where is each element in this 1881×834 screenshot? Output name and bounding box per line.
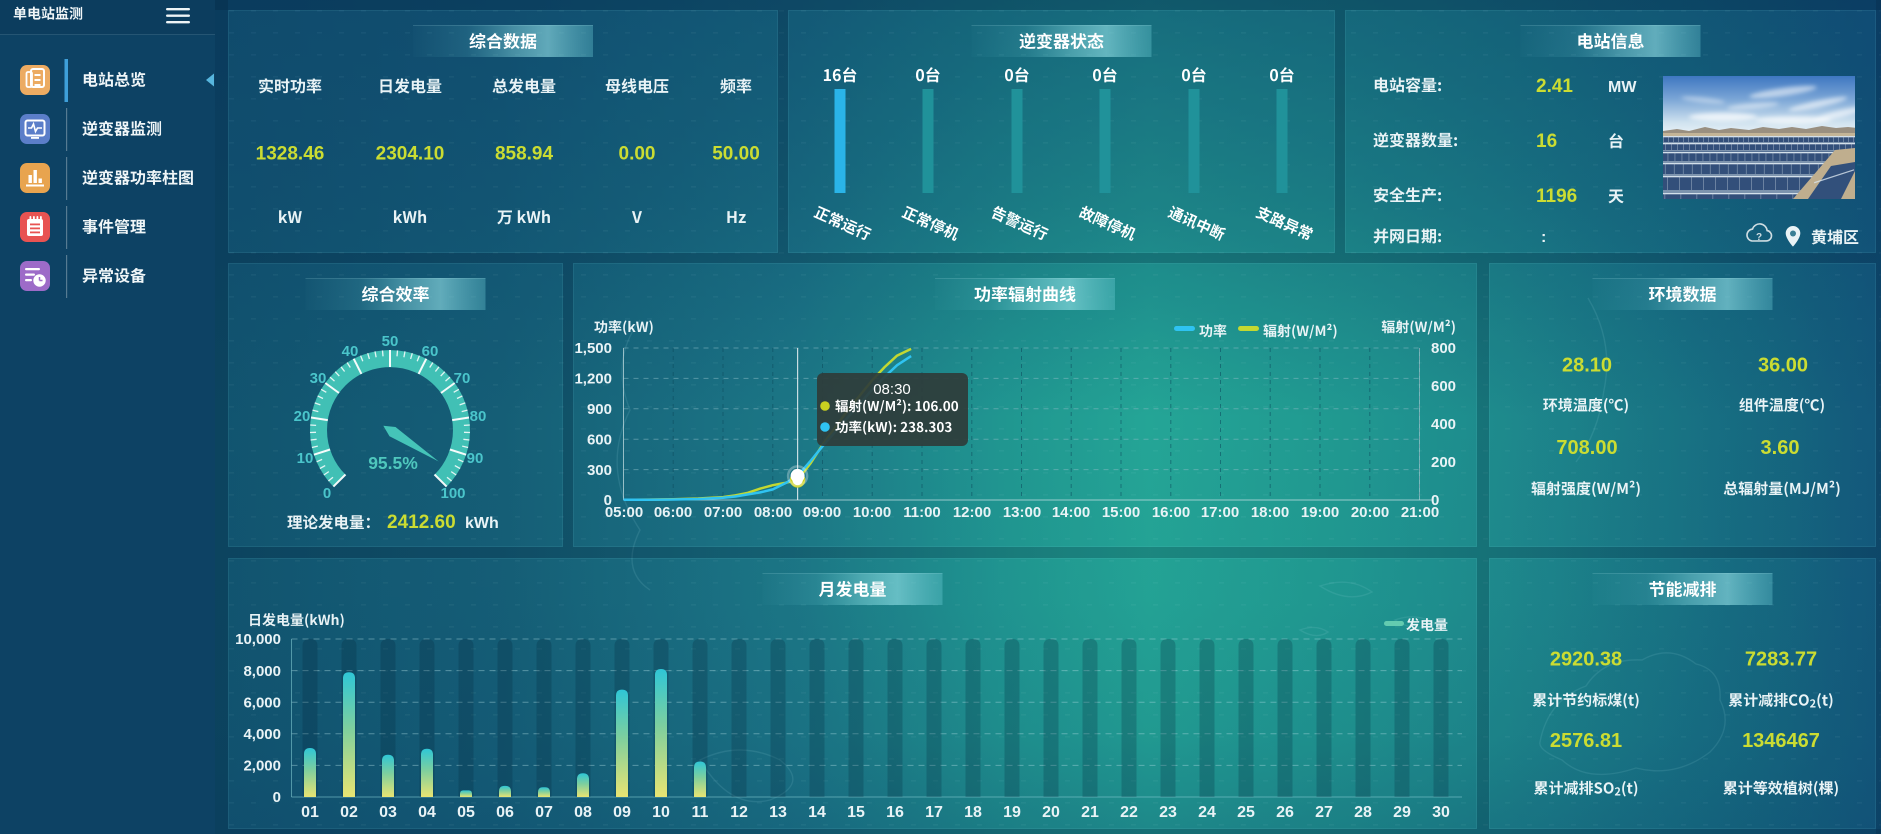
svg-text:22: 22 xyxy=(1120,804,1138,821)
svg-text:95.5%: 95.5% xyxy=(368,453,418,473)
svg-text:80: 80 xyxy=(470,408,487,425)
svg-text:10: 10 xyxy=(652,804,670,821)
svg-text:1,500: 1,500 xyxy=(574,340,612,357)
svg-text:30: 30 xyxy=(1432,804,1450,821)
svg-text::: : xyxy=(1541,229,1546,246)
svg-text:10,000: 10,000 xyxy=(235,631,281,648)
svg-text:16:00: 16:00 xyxy=(1152,504,1190,521)
svg-text:21:00: 21:00 xyxy=(1401,504,1439,521)
svg-text:17:00: 17:00 xyxy=(1201,504,1239,521)
svg-text:36.00: 36.00 xyxy=(1758,355,1808,377)
svg-text:09:00: 09:00 xyxy=(803,504,841,521)
svg-text:kWh: kWh xyxy=(465,515,499,532)
svg-text:15: 15 xyxy=(847,804,865,821)
svg-text:708.00: 708.00 xyxy=(1556,437,1617,459)
svg-text:100: 100 xyxy=(440,485,465,502)
svg-text:50.00: 50.00 xyxy=(712,144,760,165)
svg-text:04: 04 xyxy=(418,804,436,821)
svg-text:800: 800 xyxy=(1431,340,1456,357)
svg-text:07: 07 xyxy=(535,804,553,821)
svg-text:2,000: 2,000 xyxy=(243,758,281,775)
svg-text:09: 09 xyxy=(613,804,631,821)
svg-text:28.10: 28.10 xyxy=(1562,355,1612,377)
svg-text:0.00: 0.00 xyxy=(619,144,656,165)
svg-text:2920.38: 2920.38 xyxy=(1550,649,1622,671)
svg-text:2.41: 2.41 xyxy=(1536,76,1573,97)
svg-text:21: 21 xyxy=(1081,804,1099,821)
svg-text:16: 16 xyxy=(1536,131,1557,152)
svg-text:07:00: 07:00 xyxy=(704,504,742,521)
svg-text:1196: 1196 xyxy=(1536,186,1577,207)
svg-text:13:00: 13:00 xyxy=(1003,504,1041,521)
svg-text:11:00: 11:00 xyxy=(903,504,941,521)
svg-text:08:00: 08:00 xyxy=(754,504,792,521)
svg-text:0: 0 xyxy=(273,789,281,806)
svg-text:400: 400 xyxy=(1431,416,1456,433)
svg-text:15:00: 15:00 xyxy=(1102,504,1140,521)
svg-text:12: 12 xyxy=(730,804,748,821)
svg-text:0: 0 xyxy=(604,492,612,509)
svg-text:12:00: 12:00 xyxy=(953,504,991,521)
svg-text:1346467: 1346467 xyxy=(1742,730,1820,752)
svg-text:01: 01 xyxy=(301,804,319,821)
svg-text:08: 08 xyxy=(574,804,592,821)
svg-text:200: 200 xyxy=(1431,454,1456,471)
svg-text:2304.10: 2304.10 xyxy=(376,144,445,165)
svg-text:0: 0 xyxy=(323,485,331,502)
svg-text:10: 10 xyxy=(297,450,314,467)
svg-text:16: 16 xyxy=(886,804,904,821)
svg-text:?: ? xyxy=(1756,232,1762,243)
svg-text:06: 06 xyxy=(496,804,514,821)
svg-text:26: 26 xyxy=(1276,804,1294,821)
svg-text:14:00: 14:00 xyxy=(1052,504,1090,521)
svg-text:1328.46: 1328.46 xyxy=(256,144,325,165)
svg-text:29: 29 xyxy=(1393,804,1411,821)
svg-text:20:00: 20:00 xyxy=(1351,504,1389,521)
svg-text:600: 600 xyxy=(587,431,612,448)
svg-text:11: 11 xyxy=(692,804,709,821)
svg-text:18:00: 18:00 xyxy=(1251,504,1289,521)
svg-text:20: 20 xyxy=(1042,804,1060,821)
svg-text:18: 18 xyxy=(964,804,982,821)
svg-text:27: 27 xyxy=(1315,804,1333,821)
svg-text:3.60: 3.60 xyxy=(1761,437,1800,459)
svg-text:02: 02 xyxy=(340,804,358,821)
svg-text:300: 300 xyxy=(587,462,612,479)
svg-text:600: 600 xyxy=(1431,378,1456,395)
svg-text:8,000: 8,000 xyxy=(243,663,281,680)
svg-text:19: 19 xyxy=(1003,804,1021,821)
svg-text:14: 14 xyxy=(808,804,826,821)
svg-text:05:00: 05:00 xyxy=(605,504,643,521)
svg-text:7283.77: 7283.77 xyxy=(1745,649,1817,671)
svg-text:1,200: 1,200 xyxy=(574,371,612,388)
svg-text:30: 30 xyxy=(310,370,327,387)
svg-text:17: 17 xyxy=(925,804,943,821)
svg-text:6,000: 6,000 xyxy=(243,694,281,711)
svg-text:24: 24 xyxy=(1198,804,1216,821)
svg-text:2412.60: 2412.60 xyxy=(387,512,456,533)
svg-text:13: 13 xyxy=(769,804,787,821)
svg-text:20: 20 xyxy=(294,408,311,425)
svg-text:90: 90 xyxy=(467,450,484,467)
svg-text:70: 70 xyxy=(454,370,471,387)
svg-text:10:00: 10:00 xyxy=(853,504,891,521)
svg-text:40: 40 xyxy=(342,343,359,360)
svg-text:900: 900 xyxy=(587,401,612,418)
svg-text:25: 25 xyxy=(1237,804,1255,821)
svg-text:28: 28 xyxy=(1354,804,1372,821)
svg-text:4,000: 4,000 xyxy=(243,726,281,743)
svg-text:03: 03 xyxy=(379,804,397,821)
svg-text:23: 23 xyxy=(1159,804,1177,821)
svg-text:05: 05 xyxy=(457,804,475,821)
svg-text:19:00: 19:00 xyxy=(1301,504,1339,521)
svg-text:08:30: 08:30 xyxy=(873,381,911,398)
svg-text:2576.81: 2576.81 xyxy=(1550,730,1622,752)
svg-text:60: 60 xyxy=(422,343,439,360)
svg-text:50: 50 xyxy=(382,333,399,350)
svg-text:0: 0 xyxy=(1431,492,1439,509)
svg-text:06:00: 06:00 xyxy=(654,504,692,521)
svg-text:MW: MW xyxy=(1608,79,1637,96)
svg-text:858.94: 858.94 xyxy=(495,144,554,165)
